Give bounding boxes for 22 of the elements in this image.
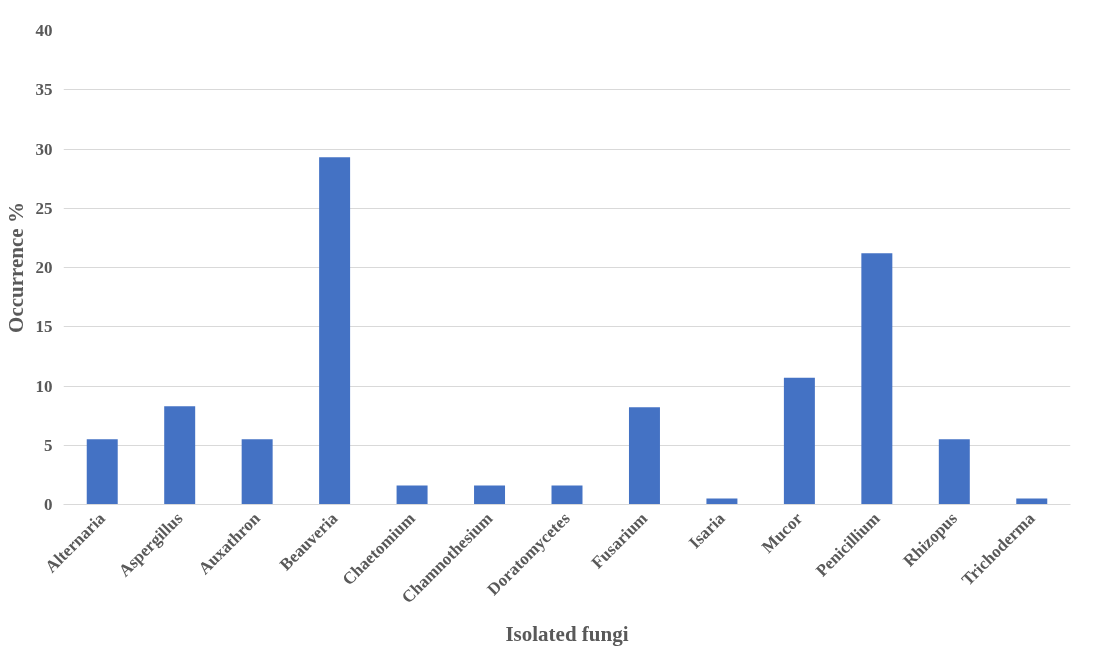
y-tick-label: 15 — [35, 317, 53, 337]
bar — [938, 439, 970, 505]
y-axis-title: Occurrence % — [3, 202, 28, 333]
bar — [319, 157, 351, 505]
y-tick-label: 30 — [35, 139, 53, 159]
bar — [86, 439, 118, 505]
y-tick-label: 0 — [44, 495, 53, 514]
bar — [628, 407, 660, 505]
bar — [861, 253, 893, 505]
bar — [164, 406, 196, 505]
y-tick-label: 25 — [35, 198, 53, 218]
y-tick-label: 5 — [44, 435, 53, 455]
y-tick-label: 20 — [35, 258, 53, 277]
y-tick-label: 10 — [35, 376, 53, 396]
bar — [241, 439, 273, 505]
bar — [783, 377, 815, 505]
y-tick-label: 40 — [35, 21, 53, 40]
bar — [474, 485, 506, 505]
bar — [396, 485, 428, 505]
y-tick-label: 35 — [35, 80, 53, 100]
x-axis-title: Isolated fungi — [505, 621, 629, 646]
bar — [551, 485, 583, 505]
